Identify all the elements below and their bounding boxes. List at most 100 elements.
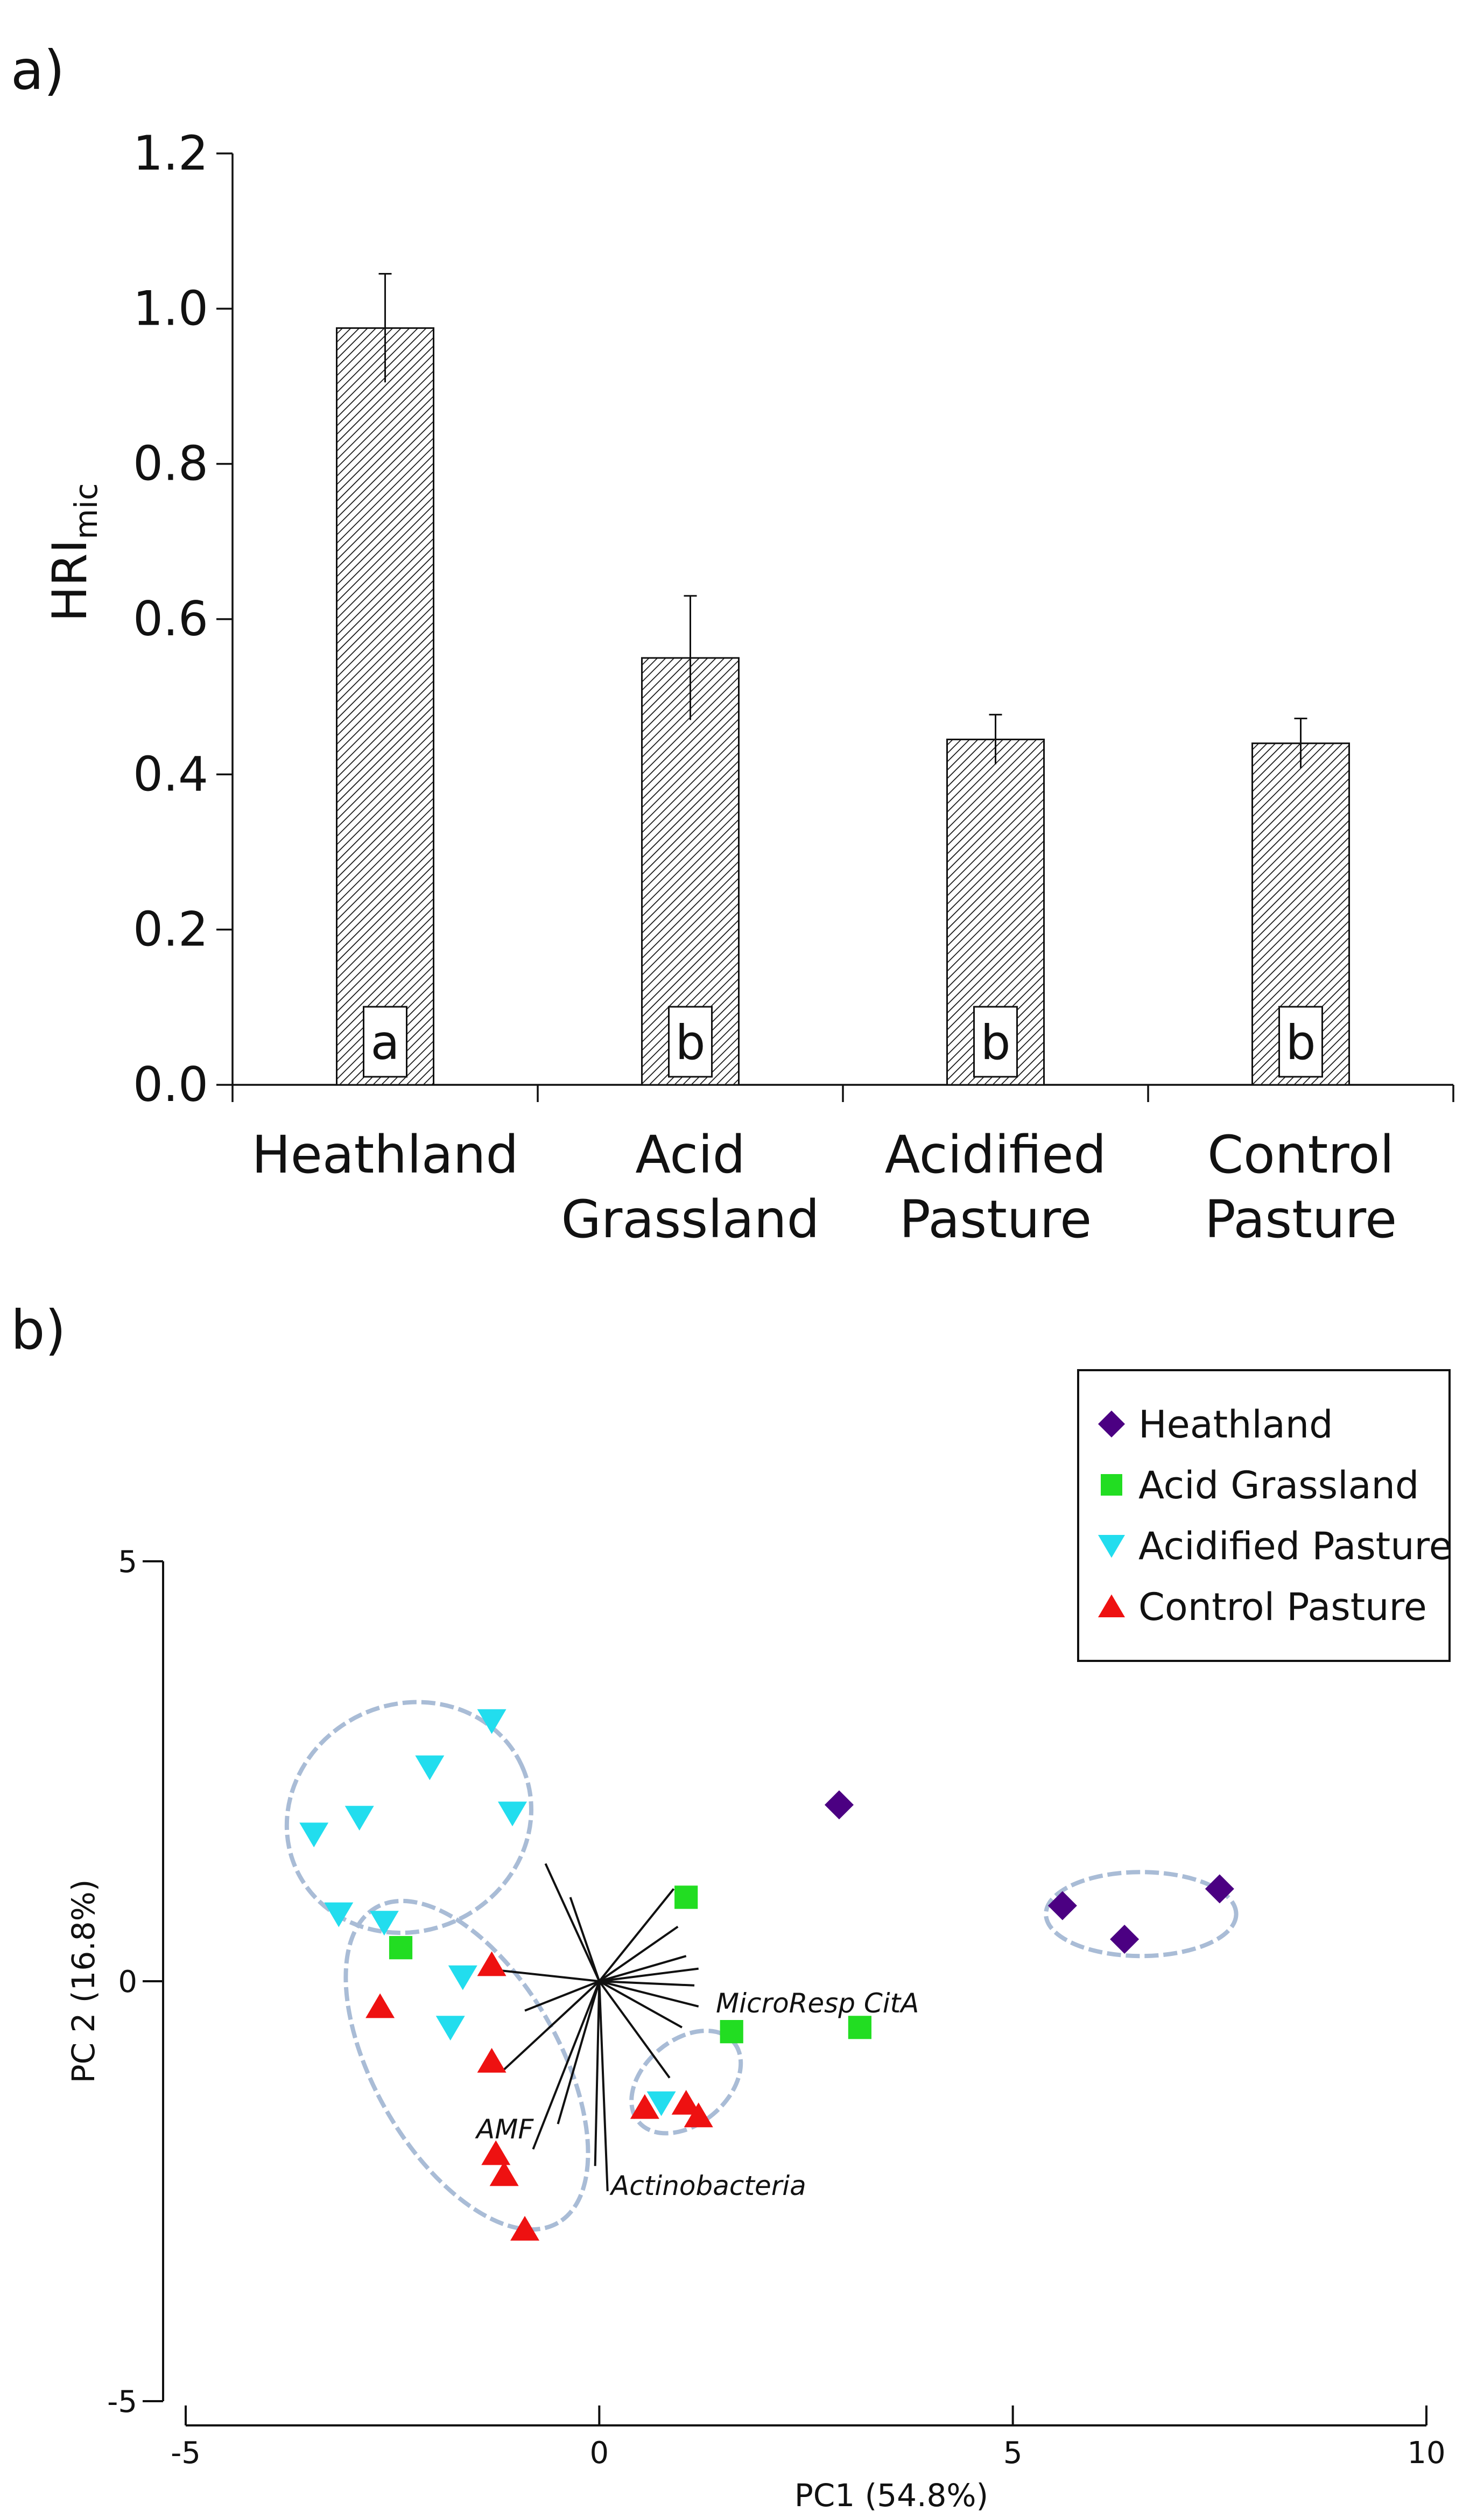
group-ellipse (284, 1700, 533, 1935)
data-point (415, 1755, 445, 1780)
data-point (510, 2215, 540, 2241)
loading-vector (599, 1925, 679, 1982)
loading-vector (598, 1980, 671, 2079)
bar-y-tick-label: 0.6 (133, 591, 208, 647)
loading-vector (598, 1888, 675, 1982)
ylabel-main: HRI (42, 539, 97, 622)
legend-label: Acidified Pasture (1138, 1524, 1452, 1568)
loading-vector (599, 1955, 687, 1982)
data-point (824, 1790, 854, 1820)
data-point (720, 2020, 743, 2044)
loading-vector (599, 1980, 699, 2008)
vector-label: Actinobacteria (609, 2170, 806, 2201)
data-point (848, 2016, 871, 2039)
bar-y-tick-label: 0.0 (133, 1057, 208, 1112)
data-point (489, 2161, 519, 2186)
panel-b: b) MicroResp CitA AMF Actinobacteria -5 0 5 -… (11, 1299, 1452, 2514)
vector-label: MicroResp CitA (716, 1988, 919, 2019)
loading-vector (598, 1981, 609, 2192)
data-point (299, 1822, 329, 1848)
loading-vector (544, 1863, 601, 1982)
data-point (646, 2091, 676, 2116)
legend-marker (1101, 1474, 1122, 1496)
category-label: Grassland (561, 1189, 820, 1250)
data-point (477, 1951, 507, 1976)
ylabel-subscript: mic (68, 483, 104, 539)
pca-legend: Heathland Acid Grassland Acidified Pasture… (1077, 1369, 1452, 1662)
pca-loading-vectors: MicroResp CitA AMF Actinobacteria (475, 1863, 919, 2201)
significance-letter: b (1286, 1015, 1316, 1070)
significance-letter-box (363, 1006, 407, 1078)
group-ellipse (343, 1898, 590, 2232)
legend-box (1077, 1369, 1451, 1662)
data-point (684, 2102, 713, 2128)
legend-marker (1098, 1594, 1125, 1617)
legend-label: Control Pasture (1138, 1585, 1427, 1629)
data-point (389, 1936, 413, 1960)
loading-vector (524, 1980, 600, 2012)
category-label: Control (1207, 1125, 1394, 1185)
legend-label: Heathland (1138, 1402, 1333, 1447)
loading-vector (599, 1980, 695, 1987)
pca-y-tick-label: 5 (118, 1545, 137, 1580)
pca-x-tick-label: 5 (1003, 2436, 1023, 2471)
data-point (481, 2140, 511, 2165)
legend-marker (1098, 1535, 1125, 1558)
bar (336, 327, 434, 1086)
bar-y-tick-label: 1.2 (133, 125, 208, 181)
pca-xlabel: PC1 (54.8%) (794, 2477, 988, 2514)
data-point (477, 1709, 507, 1734)
data-point (448, 1965, 477, 1990)
loading-vector (594, 1981, 601, 2166)
category-label: Acidified (885, 1125, 1107, 1185)
loading-vector (503, 1980, 600, 2071)
significance-letter: b (676, 1015, 706, 1070)
data-point (1047, 1891, 1077, 1920)
loading-vector (569, 1897, 601, 1982)
data-point (674, 1885, 698, 1909)
legend-label: Acid Grassland (1138, 1463, 1419, 1507)
data-point (435, 2016, 465, 2041)
bar-y-tick-label: 1.0 (133, 280, 208, 336)
data-point (365, 1993, 395, 2018)
significance-letter: a (371, 1015, 400, 1070)
category-label: Pasture (1205, 1189, 1397, 1250)
bar-y-tick-label: 0.8 (133, 436, 208, 492)
legend-marker (1098, 1411, 1125, 1437)
bar-y-tick-label: 0.4 (133, 746, 208, 802)
data-point (1205, 1874, 1234, 1904)
bar-chart-category-labels: Heathland AcidGrasslandAcidifiedPastureCo… (252, 1125, 1397, 1250)
pca-x-tick-label: 0 (590, 2436, 609, 2471)
vector-label: AMF (475, 2114, 534, 2145)
loading-vector (599, 1980, 683, 2029)
data-point (324, 1902, 354, 1927)
panel-b-label: b) (11, 1299, 66, 1362)
group-ellipse (1044, 1870, 1239, 1959)
data-point (630, 2094, 659, 2119)
bar-chart-axes: 0.0 0.2 0.4 0.6 0.8 1.0 1.2 (133, 125, 1454, 1112)
data-point (1110, 1925, 1140, 1954)
bar-y-tick-label: 0.2 (133, 902, 208, 957)
significance-letter: b (981, 1015, 1011, 1070)
pca-ylabel: PC 2 (16.8%) (65, 1879, 102, 2084)
data-point (477, 2047, 507, 2073)
panel-a: a) HRImic 0.0 0.2 0.4 0.6 0.8 1.0 1.2 a b b b Hea… (11, 39, 1454, 1250)
data-point (497, 1801, 527, 1827)
bar-chart-ylabel: HRImic (42, 483, 104, 622)
data-point (671, 2089, 701, 2115)
pca-points (299, 1709, 1234, 2241)
panel-a-label: a) (11, 39, 65, 102)
significance-letter-box (668, 1006, 713, 1078)
loading-vector (532, 1981, 601, 2150)
data-point (344, 1806, 374, 1831)
data-point (369, 1911, 399, 1936)
pca-x-tick-label: -5 (171, 2436, 201, 2471)
pca-x-tick-label: 10 (1407, 2436, 1445, 2471)
significance-letter-box (1278, 1006, 1323, 1078)
pca-y-tick-label: -5 (107, 2384, 137, 2419)
loading-vector (599, 1967, 699, 1982)
loading-vector (557, 1981, 601, 2124)
pca-y-tick-label: 0 (118, 1965, 137, 2000)
